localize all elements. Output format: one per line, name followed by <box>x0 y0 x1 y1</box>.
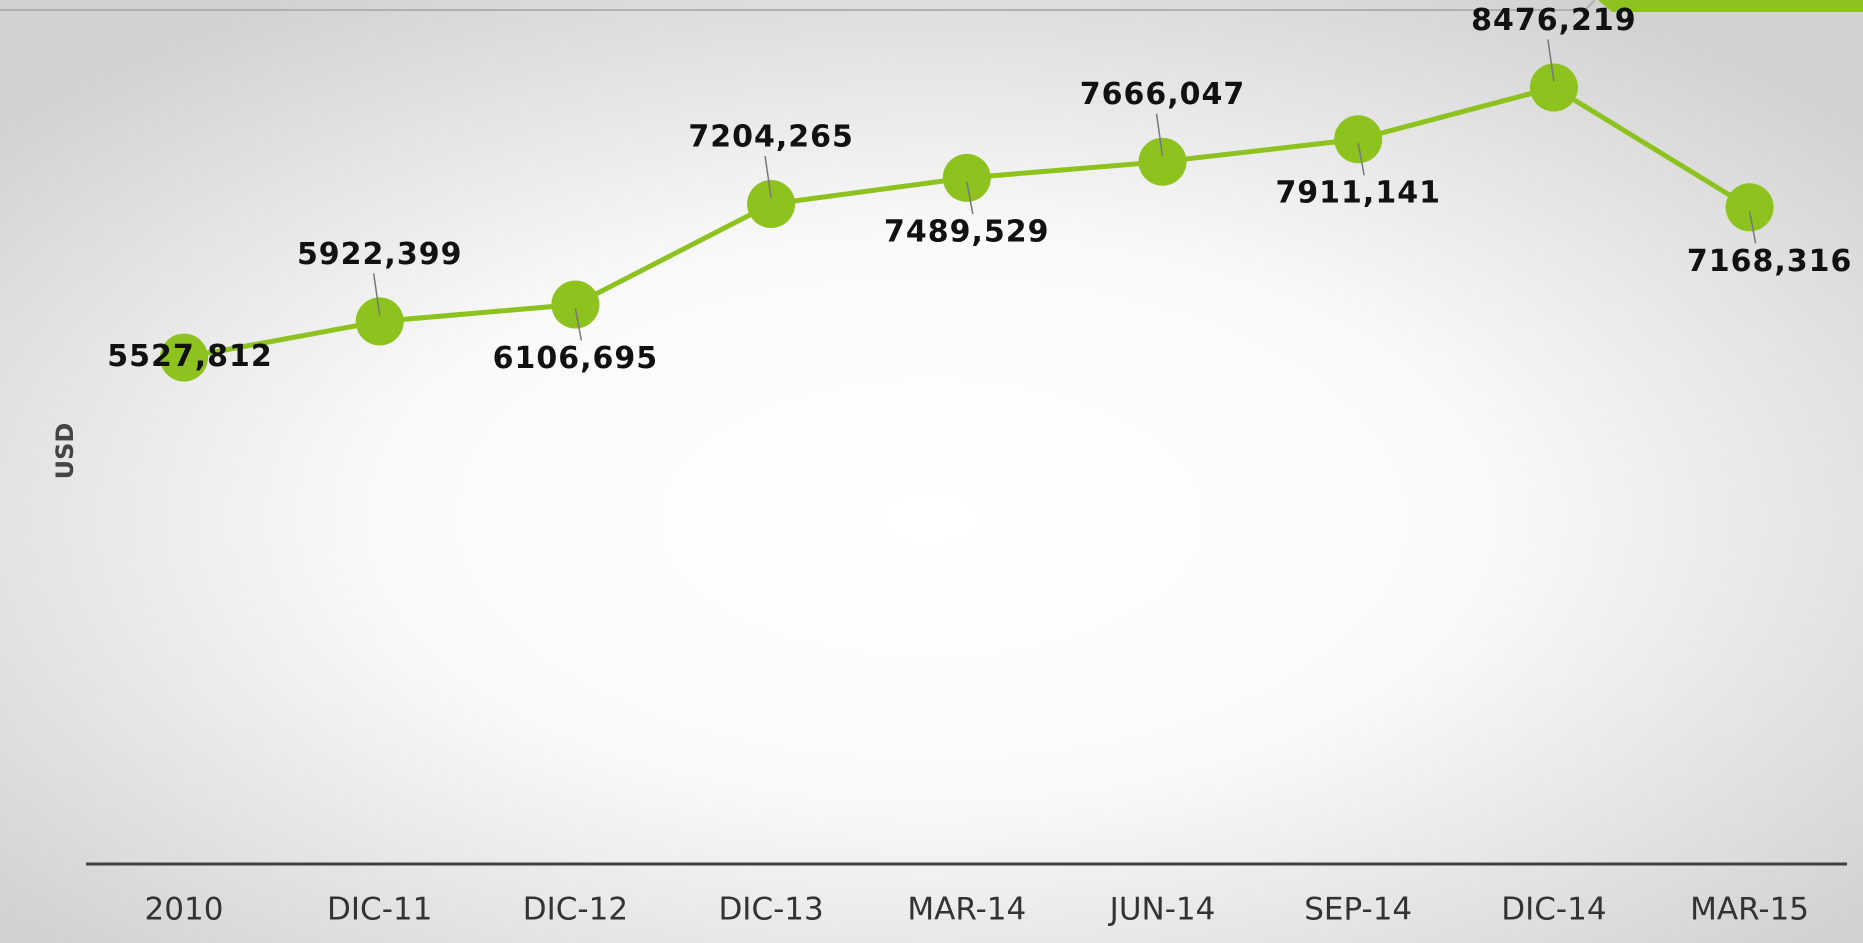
data-label: 7666,047 <box>1080 77 1246 112</box>
leader-line <box>1357 143 1365 176</box>
data-label: 6106,695 <box>493 341 659 376</box>
leader-line <box>1547 39 1555 82</box>
marker <box>1334 115 1383 164</box>
x-tick-label: DIC-13 <box>718 892 823 928</box>
leader-line <box>1155 113 1164 156</box>
leader-line <box>764 155 772 199</box>
marker <box>747 179 796 228</box>
marker <box>160 333 208 382</box>
data-label: 5527,812 <box>107 339 273 374</box>
marker <box>1725 183 1774 232</box>
data-label: 5922,399 <box>297 237 463 272</box>
x-tick-label: SEP-14 <box>1304 892 1412 928</box>
x-tick-label: DIC-14 <box>1501 892 1606 928</box>
x-tick-label: MAR-14 <box>907 892 1026 928</box>
leader-line <box>372 273 381 316</box>
leader-line <box>1748 211 1757 244</box>
x-tick-label: JUN-14 <box>1108 892 1216 928</box>
x-tick-label: DIC-12 <box>523 892 628 928</box>
marker <box>1529 63 1578 112</box>
x-tick-label: MAR-15 <box>1690 892 1809 928</box>
marker <box>355 297 404 346</box>
x-tick-label: DIC-11 <box>327 892 432 928</box>
data-label: 8476,219 <box>1471 3 1637 38</box>
leader-line <box>574 308 583 341</box>
data-label: 7168,316 <box>1687 244 1853 279</box>
marker <box>551 280 600 329</box>
corner-line <box>1584 0 1596 11</box>
x-tick-label: 2010 <box>145 892 224 928</box>
data-label: 7911,141 <box>1275 176 1441 211</box>
data-label: 7204,265 <box>688 119 854 154</box>
y-axis-label: USD <box>51 423 79 480</box>
marker <box>1138 137 1187 186</box>
corner-accent <box>1598 0 1863 12</box>
marker <box>942 153 991 202</box>
data-label: 7489,529 <box>884 214 1050 249</box>
leader-line <box>966 181 974 215</box>
